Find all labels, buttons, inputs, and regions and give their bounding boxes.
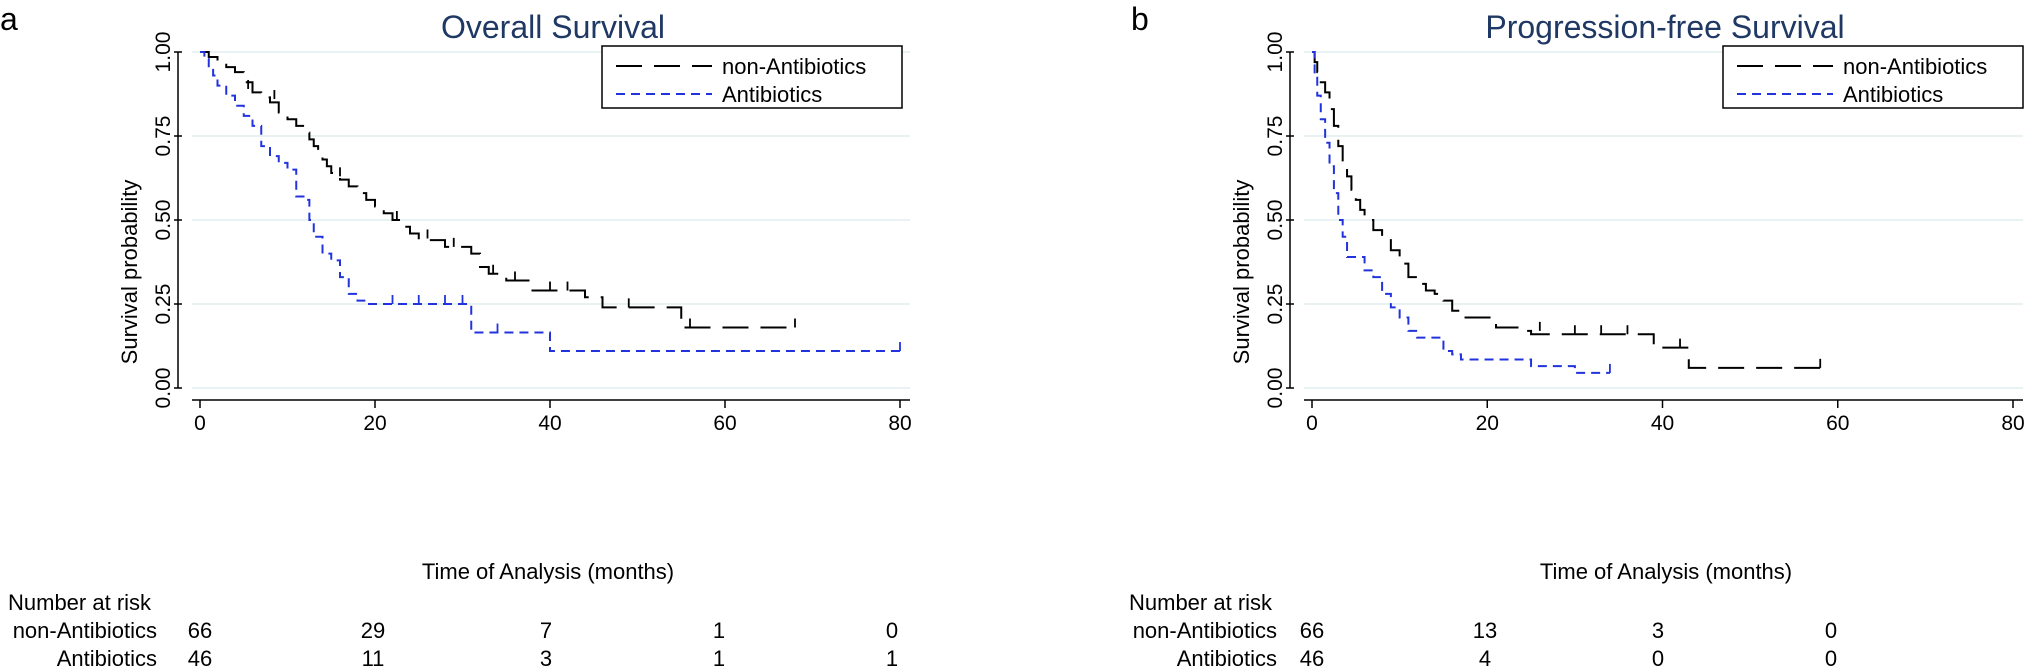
risk-count: 66 <box>188 618 212 643</box>
x-tick-label: 80 <box>2001 412 2024 435</box>
risk-count: 29 <box>361 618 385 643</box>
risk-count: 1 <box>713 618 725 643</box>
y-axis-label: Survival probability <box>1229 180 1254 365</box>
risk-table: Number at risk non-Antibiotics Antibioti… <box>8 590 898 669</box>
overall-survival-panel: a Overall Survival Time of Analysis (mon… <box>0 1 912 669</box>
x-tick-label: 0 <box>1306 412 1318 435</box>
x-tick-label: 40 <box>1651 412 1674 435</box>
survival-curve-non-antibiotics <box>1312 51 1821 369</box>
legend-label: non-Antibiotics <box>722 54 866 79</box>
series-layer <box>200 51 901 353</box>
risk-count: 13 <box>1473 618 1497 643</box>
x-tick-label: 0 <box>194 412 206 435</box>
axis-ticks: 0.00 0.25 0.50 0.75 1.00 0 20 40 60 80 <box>152 32 912 435</box>
risk-row-label: Antibiotics <box>1177 646 1277 669</box>
progression-free-survival-panel: b Progression-free Survival Time of Anal… <box>1129 1 2025 669</box>
risk-count: 0 <box>1825 646 1837 669</box>
y-tick-label: 1.00 <box>1264 32 1287 73</box>
risk-count: 1 <box>713 646 725 669</box>
axis-ticks: 0.00 0.25 0.50 0.75 1.00 0 20 40 60 80 <box>1264 32 2025 435</box>
risk-row-label: Antibiotics <box>57 646 157 669</box>
risk-count: 0 <box>886 618 898 643</box>
y-tick-label: 0.50 <box>1264 200 1287 241</box>
chart-title: Progression-free Survival <box>1485 9 1844 45</box>
legend-label: Antibiotics <box>722 82 822 107</box>
y-tick-label: 0.75 <box>152 116 175 157</box>
x-axis-label: Time of Analysis (months) <box>1540 559 1792 584</box>
risk-count: 1 <box>886 646 898 669</box>
y-tick-label: 0.25 <box>152 284 175 325</box>
y-tick-label: 0.75 <box>1264 116 1287 157</box>
x-tick-label: 60 <box>1826 412 1849 435</box>
legend-label: non-Antibiotics <box>1843 54 1987 79</box>
risk-count: 0 <box>1825 618 1837 643</box>
series-layer <box>1312 51 1822 374</box>
survival-curve-non-antibiotics <box>200 51 795 329</box>
risk-row-label: non-Antibiotics <box>13 618 157 643</box>
x-tick-label: 60 <box>713 412 736 435</box>
risk-count: 46 <box>1300 646 1324 669</box>
risk-count: 66 <box>1300 618 1324 643</box>
risk-count: 11 <box>362 646 385 669</box>
x-axis-label: Time of Analysis (months) <box>422 559 674 584</box>
panel-label: b <box>1131 1 1149 37</box>
y-tick-label: 1.00 <box>152 32 175 73</box>
grid <box>192 51 910 389</box>
y-tick-label: 0.50 <box>152 200 175 241</box>
risk-count: 7 <box>540 618 552 643</box>
x-tick-label: 80 <box>888 412 911 435</box>
y-tick-label: 0.00 <box>152 368 175 409</box>
legend: non-Antibiotics Antibiotics <box>601 45 903 109</box>
y-axis-label: Survival probability <box>117 180 142 365</box>
legend-box <box>601 45 903 109</box>
risk-count: 46 <box>188 646 212 669</box>
survival-curve-antibiotics <box>200 51 900 353</box>
risk-table-heading: Number at risk <box>8 590 152 615</box>
y-tick-label: 0.00 <box>1264 368 1287 409</box>
risk-count: 3 <box>540 646 552 669</box>
risk-table-heading: Number at risk <box>1129 590 1273 615</box>
risk-table: Number at risk non-Antibiotics Antibioti… <box>1129 590 1837 669</box>
y-tick-label: 0.25 <box>1264 284 1287 325</box>
legend-box <box>1722 45 2024 109</box>
legend: non-Antibiotics Antibiotics <box>1722 45 2024 109</box>
x-tick-label: 20 <box>1476 412 1499 435</box>
risk-count: 0 <box>1652 646 1664 669</box>
chart-title: Overall Survival <box>441 9 665 45</box>
risk-count: 4 <box>1479 646 1491 669</box>
risk-row-label: non-Antibiotics <box>1133 618 1277 643</box>
survival-curve-antibiotics <box>1312 51 1610 374</box>
risk-count: 3 <box>1652 618 1664 643</box>
panel-label: a <box>0 1 18 37</box>
x-tick-label: 20 <box>363 412 386 435</box>
legend-label: Antibiotics <box>1843 82 1943 107</box>
x-tick-label: 40 <box>538 412 561 435</box>
